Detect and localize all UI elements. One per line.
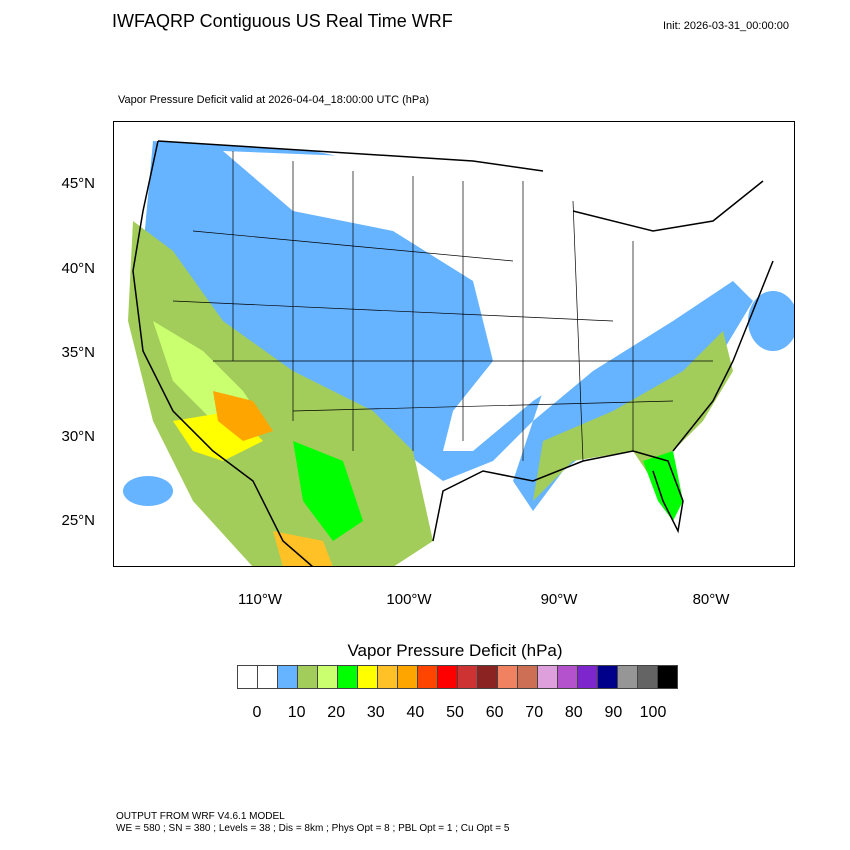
colorbar-swatch: [318, 666, 338, 688]
green-florida: [643, 451, 683, 521]
colorbar-swatch: [278, 666, 298, 688]
lat-label: 25°N: [61, 512, 95, 529]
lat-label: 40°N: [61, 260, 95, 277]
colorbar-swatch: [358, 666, 378, 688]
colorbar-swatch: [578, 666, 598, 688]
colorbar-swatch: [398, 666, 418, 688]
state-borders: [172, 151, 713, 462]
lon-label: 90°W: [540, 591, 578, 608]
colorbar-swatch: [298, 666, 318, 688]
colorbar-label: 50: [446, 704, 464, 721]
colorbar-swatch: [598, 666, 618, 688]
colorbar-swatch: [238, 666, 258, 688]
colorbar-swatch: [478, 666, 498, 688]
colorbar-swatch: [418, 666, 438, 688]
lat-label: 30°N: [61, 428, 95, 445]
colorbar-swatch: [518, 666, 538, 688]
green-patch-mexico: [293, 441, 363, 541]
white-region-north: [223, 151, 753, 451]
colorbar-label: 40: [406, 704, 425, 721]
green-region-west: [128, 221, 433, 567]
colorbar-swatch: [558, 666, 578, 688]
colorbar-swatch: [658, 666, 677, 688]
lightgreen-patch: [153, 321, 263, 421]
colorbar-label: 0: [252, 704, 262, 721]
colorbar-label: 10: [287, 704, 306, 721]
vpd-map: [113, 121, 795, 567]
colorbar-swatch: [498, 666, 518, 688]
colorbar: [237, 665, 678, 689]
colorbar-swatch: [438, 666, 458, 688]
lon-label: 110°W: [237, 591, 283, 608]
footer-model: OUTPUT FROM WRF V4.6.1 MODEL: [116, 811, 285, 822]
colorbar-swatch: [258, 666, 278, 688]
colorbar-title: Vapor Pressure Deficit (hPa): [347, 641, 563, 660]
colorbar-label: 60: [485, 704, 504, 721]
plot-subtitle: Vapor Pressure Deficit valid at 2026-04-…: [118, 94, 430, 106]
lon-label: 100°W: [386, 591, 432, 608]
lon-label: 80°W: [692, 591, 730, 608]
colorbar-swatch: [538, 666, 558, 688]
colorbar-label: 90: [604, 704, 623, 721]
orange-patch-mexico: [273, 531, 333, 567]
lat-label: 35°N: [61, 344, 95, 361]
colorbar-label: 70: [525, 704, 544, 721]
colorbar-swatch: [338, 666, 358, 688]
colorbar-swatch: [458, 666, 478, 688]
lat-label: 45°N: [61, 175, 95, 192]
colorbar-swatch: [378, 666, 398, 688]
colorbar-swatch: [618, 666, 638, 688]
init-time: Init: 2026-03-31_00:00:00: [663, 20, 789, 32]
colorbar-label: 30: [366, 704, 385, 721]
colorbar-swatch: [638, 666, 658, 688]
colorbar-label: 20: [327, 704, 346, 721]
footer-config: WE = 580 ; SN = 380 ; Levels = 38 ; Dis …: [116, 823, 510, 834]
orange-patch-arizona: [213, 391, 273, 441]
colorbar-label: 80: [564, 704, 583, 721]
colorbar-label: 100: [639, 704, 667, 721]
us-canada-border: [157, 140, 764, 232]
plot-title: IWFAQRP Contiguous US Real Time WRF: [112, 11, 453, 31]
